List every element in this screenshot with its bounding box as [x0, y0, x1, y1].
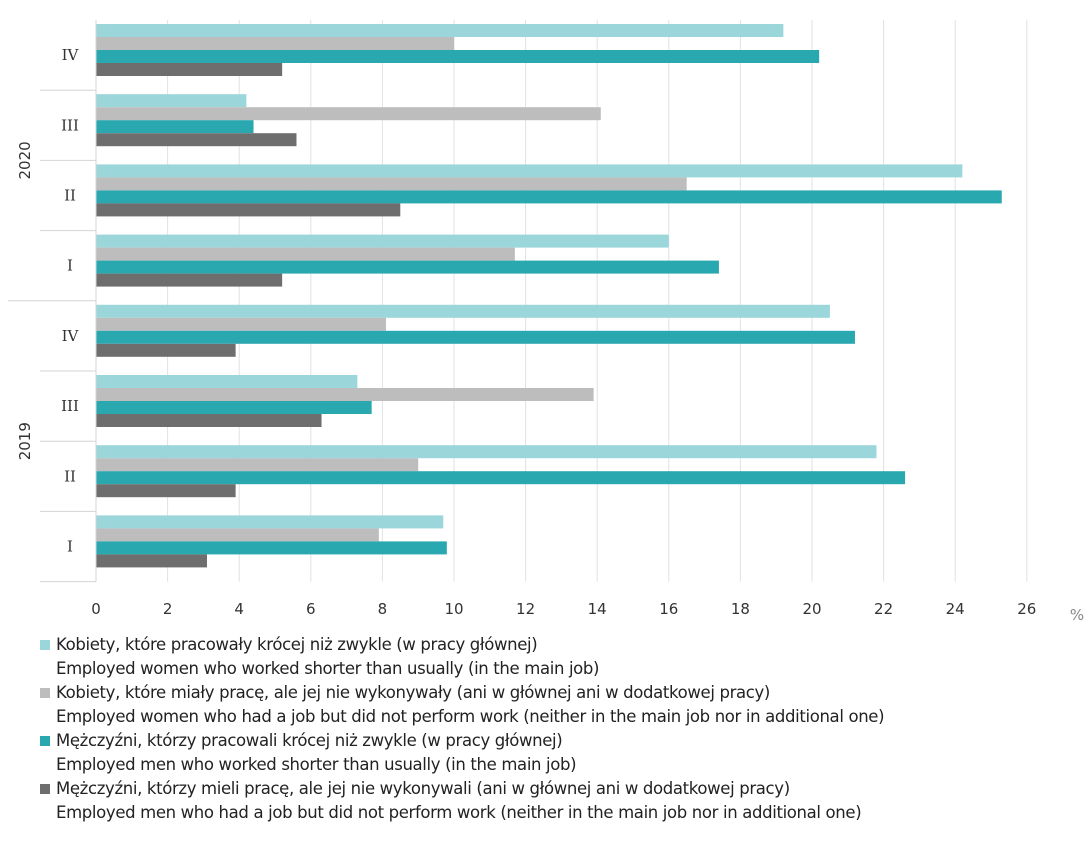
- bar: [96, 515, 443, 528]
- x-tick-label: 18: [731, 600, 750, 618]
- x-unit-label: %: [1070, 606, 1084, 624]
- bar: [96, 177, 687, 190]
- x-tick-label: 12: [516, 600, 535, 618]
- year-label: 2020: [16, 141, 34, 179]
- bar: [96, 305, 830, 318]
- bar: [96, 375, 357, 388]
- legend: Kobiety, które pracowały krócej niż zwyk…: [40, 633, 1086, 825]
- category-label: IV: [62, 327, 80, 345]
- x-tick-label: 8: [378, 600, 388, 618]
- bar: [96, 541, 447, 554]
- bar: [96, 401, 372, 414]
- bar: [96, 458, 418, 471]
- bar: [96, 528, 379, 541]
- legend-item: Kobiety, które pracowały krócej niż zwyk…: [40, 633, 1086, 681]
- bar: [96, 133, 296, 146]
- x-tick-label: 4: [234, 600, 244, 618]
- legend-label-en: Employed men who had a job but did not p…: [56, 801, 1086, 825]
- category-label: III: [61, 397, 79, 415]
- x-tick-label: 16: [659, 600, 678, 618]
- legend-swatch: [40, 688, 50, 698]
- bar: [96, 331, 855, 344]
- legend-label-pl: Kobiety, które miały pracę, ale jej nie …: [56, 681, 1086, 705]
- bar: [96, 388, 594, 401]
- year-label: 2019: [16, 422, 34, 460]
- x-tick-label: 22: [874, 600, 893, 618]
- legend-label-pl: Mężczyźni, którzy pracowali krócej niż z…: [56, 729, 1086, 753]
- bar: [96, 445, 876, 458]
- bar: [96, 248, 515, 261]
- bar: [96, 318, 386, 331]
- bar: [96, 94, 246, 107]
- bar: [96, 274, 282, 287]
- legend-item: Kobiety, które miały pracę, ale jej nie …: [40, 681, 1086, 729]
- legend-label-pl: Mężczyźni, którzy mieli pracę, ale jej n…: [56, 777, 1086, 801]
- bar: [96, 203, 400, 216]
- bar: [96, 37, 454, 50]
- x-tick-label: 10: [444, 600, 463, 618]
- bar: [96, 164, 962, 177]
- bar: [96, 344, 236, 357]
- x-tick-label: 20: [802, 600, 821, 618]
- legend-label-en: Employed women who had a job but did not…: [56, 705, 1086, 729]
- legend-label-pl: Kobiety, które pracowały krócej niż zwyk…: [56, 633, 1086, 657]
- bar: [96, 261, 719, 274]
- category-label: II: [64, 467, 76, 485]
- legend-label-en: Employed women who worked shorter than u…: [56, 657, 1086, 681]
- legend-item: Mężczyźni, którzy mieli pracę, ale jej n…: [40, 777, 1086, 825]
- category-label: III: [61, 116, 79, 134]
- legend-item: Mężczyźni, którzy pracowali krócej niż z…: [40, 729, 1086, 777]
- x-tick-label: 24: [946, 600, 965, 618]
- bar: [96, 50, 819, 63]
- category-label: I: [67, 257, 73, 275]
- x-tick-label: 0: [91, 600, 101, 618]
- bar: [96, 414, 322, 427]
- category-label: I: [67, 538, 73, 556]
- bar: [96, 190, 1002, 203]
- bar: [96, 107, 601, 120]
- category-label: IV: [62, 46, 80, 64]
- bar: [96, 471, 905, 484]
- bar: [96, 554, 207, 567]
- category-label: II: [64, 187, 76, 205]
- x-tick-label: 2: [163, 600, 173, 618]
- legend-swatch: [40, 640, 50, 650]
- bar: [96, 24, 783, 37]
- bar: [96, 235, 669, 248]
- legend-label-en: Employed men who worked shorter than usu…: [56, 753, 1086, 777]
- bar: [96, 63, 282, 76]
- x-tick-label: 14: [588, 600, 607, 618]
- legend-swatch: [40, 736, 50, 746]
- x-tick-label: 6: [306, 600, 316, 618]
- bar: [96, 120, 254, 133]
- bar: [96, 484, 236, 497]
- x-tick-label: 26: [1017, 600, 1036, 618]
- legend-swatch: [40, 784, 50, 794]
